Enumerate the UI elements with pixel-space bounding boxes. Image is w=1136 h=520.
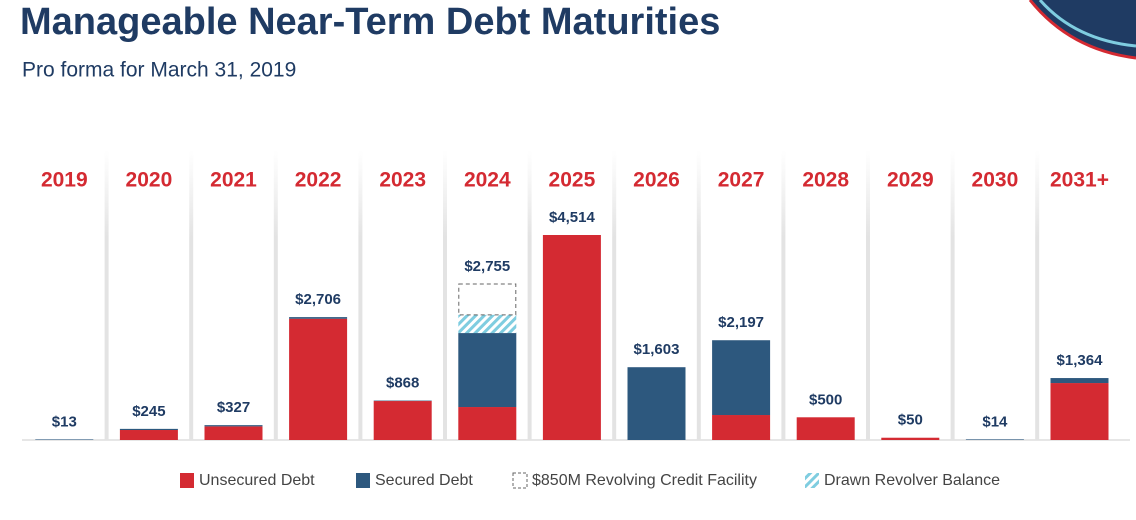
column-separator — [104, 150, 109, 440]
year-label: 2027 — [718, 169, 765, 192]
total-label: $1,364 — [1057, 352, 1104, 369]
legend-swatch — [180, 473, 194, 488]
bar-segment — [204, 426, 263, 440]
total-label: $1,603 — [634, 341, 680, 358]
column-separator — [527, 150, 532, 440]
column-separator — [696, 150, 701, 440]
bar-segment — [542, 235, 601, 440]
legend-swatch — [356, 473, 370, 488]
column-separator — [612, 150, 617, 440]
year-label: 2030 — [972, 169, 1019, 192]
bar-segment — [965, 439, 1024, 440]
bar-segment — [1050, 378, 1109, 384]
year-label: 2031+ — [1050, 169, 1109, 192]
legend-label: Secured Debt — [375, 472, 473, 489]
bar-segment — [881, 437, 940, 440]
bar-segment — [796, 417, 855, 440]
total-label: $13 — [52, 413, 77, 430]
year-label: 2024 — [464, 169, 511, 192]
total-label: $2,755 — [464, 258, 510, 275]
total-label: $4,514 — [549, 209, 596, 226]
year-label: 2029 — [887, 169, 934, 192]
chart-subtitle: Pro forma for March 31, 2019 — [22, 59, 296, 82]
year-label: 2022 — [295, 169, 342, 192]
bar-segment — [458, 314, 517, 334]
legend-label: Drawn Revolver Balance — [824, 472, 1000, 489]
total-label: $2,706 — [295, 291, 341, 308]
bar-segment — [458, 283, 517, 316]
chart-title: Manageable Near-Term Debt Maturities — [20, 1, 720, 43]
column-separator — [273, 150, 278, 440]
year-label: 2025 — [549, 169, 596, 192]
total-label: $245 — [132, 403, 165, 420]
year-label: 2019 — [41, 169, 88, 192]
bar-segment — [35, 439, 94, 440]
legend-swatch — [512, 472, 528, 489]
column-separator — [866, 150, 870, 440]
bar-segment — [458, 333, 517, 408]
bar-segment — [712, 415, 771, 440]
bar-segment — [458, 407, 517, 440]
total-label: $327 — [217, 399, 250, 416]
column-separator — [443, 150, 447, 440]
bar-segment — [119, 428, 178, 431]
column-separator — [950, 150, 955, 440]
bar-segment — [289, 317, 348, 319]
total-label: $14 — [982, 413, 1008, 430]
total-label: $868 — [386, 375, 419, 392]
total-label: $2,197 — [718, 314, 764, 331]
year-label: 2020 — [126, 169, 173, 192]
bar-segment — [712, 340, 771, 416]
bar-segment — [1050, 383, 1109, 440]
year-label: 2023 — [379, 169, 426, 192]
legend-label: Unsecured Debt — [199, 472, 315, 489]
bar-segment — [204, 425, 263, 427]
year-label: 2026 — [633, 169, 680, 192]
legend-swatch — [805, 473, 819, 488]
logo — [1028, 0, 1136, 60]
year-label: 2028 — [802, 169, 849, 192]
column-separator — [1035, 150, 1040, 440]
column-separator — [189, 150, 194, 440]
year-label: 2021 — [210, 169, 257, 192]
total-label: $50 — [898, 412, 923, 429]
column-separator — [781, 150, 786, 440]
bar-segment — [289, 318, 348, 440]
bar-segment — [119, 430, 178, 440]
total-label: $500 — [809, 391, 842, 408]
column-separator — [358, 150, 363, 440]
bar-segment — [627, 367, 686, 440]
bar-segment — [373, 401, 432, 440]
legend-label: $850M Revolving Credit Facility — [532, 472, 757, 489]
